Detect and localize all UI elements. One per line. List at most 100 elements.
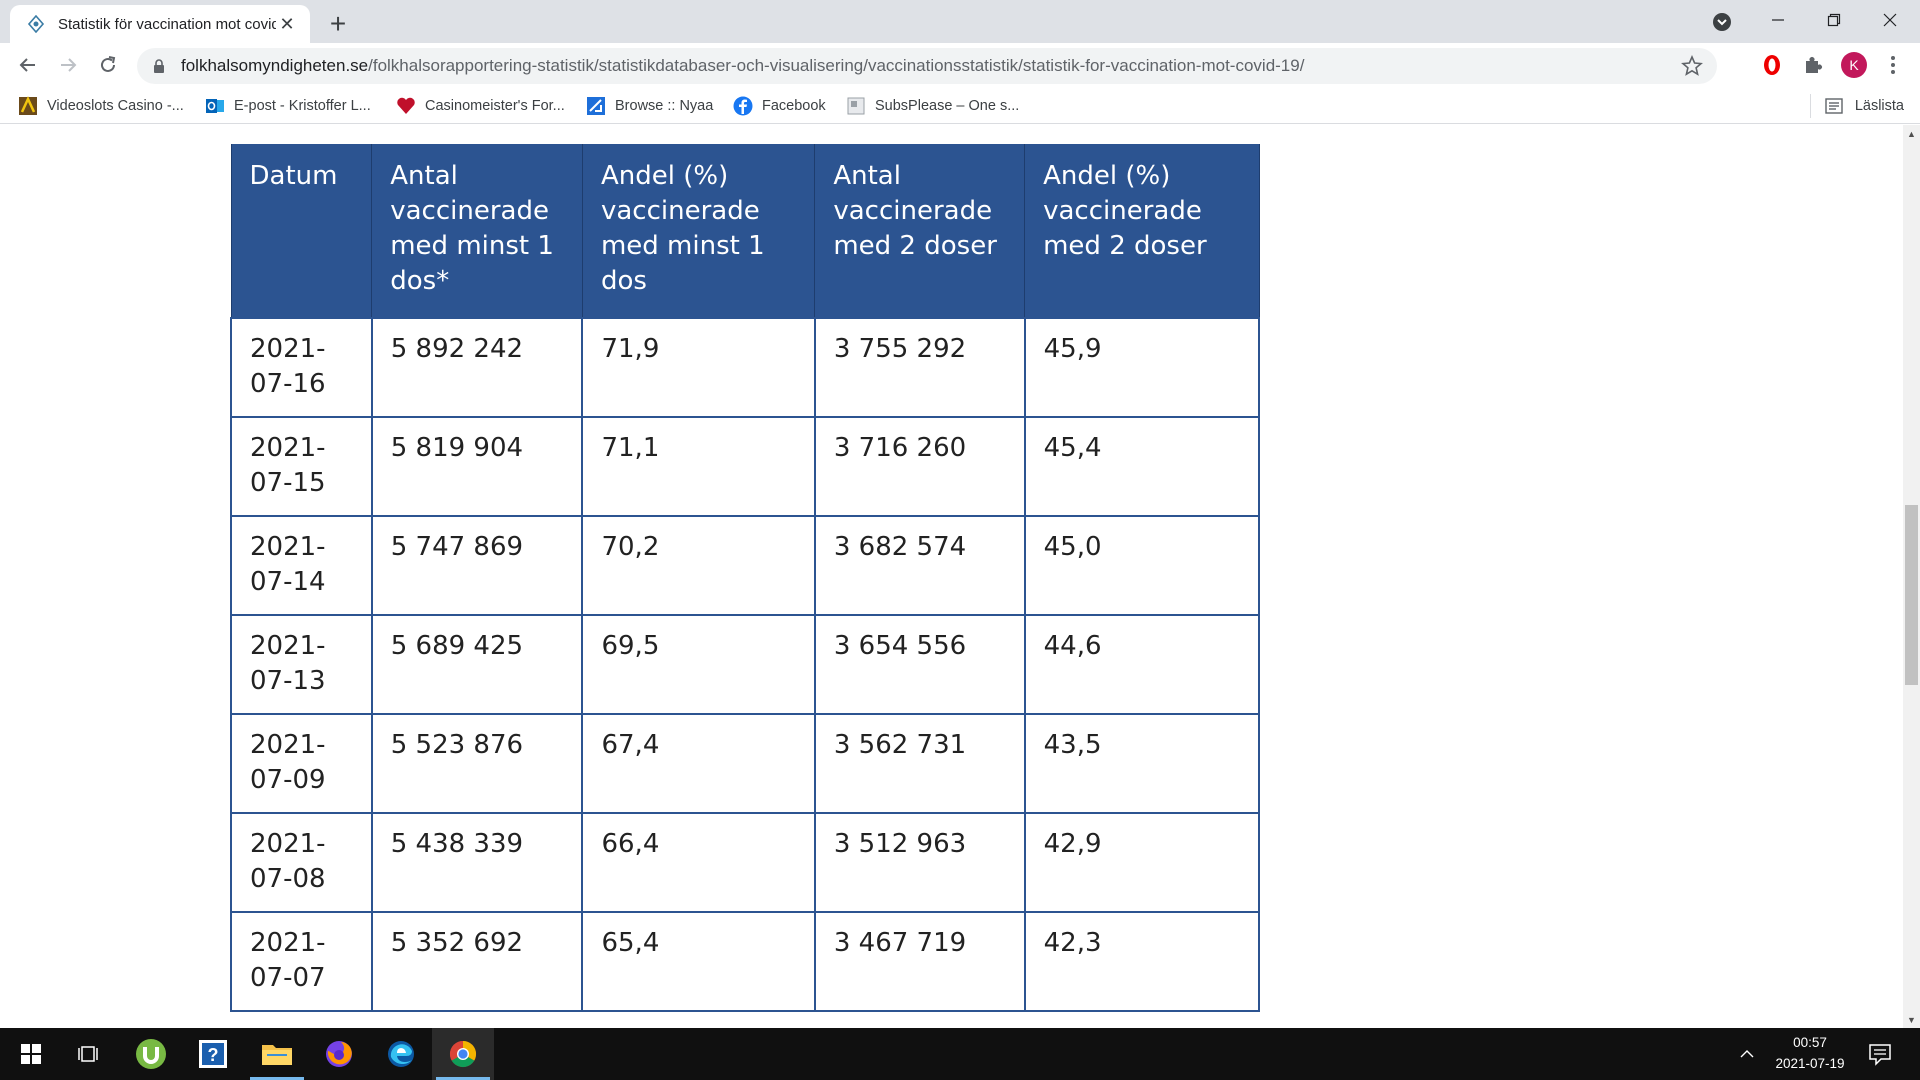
profile-avatar[interactable]: K — [1841, 52, 1867, 78]
back-icon[interactable] — [12, 49, 44, 81]
cell-andel-2-doser: 45,0 — [1023, 515, 1261, 616]
reading-list-button[interactable]: Läslista — [1809, 94, 1904, 118]
cell-datum: 2021-07-08 — [230, 812, 373, 913]
utorrent-icon — [136, 1039, 166, 1069]
bookmark-item[interactable]: Facebook — [733, 94, 826, 118]
cell-datum: 2021-07-15 — [230, 416, 373, 517]
cell-antal-minst-1-dos: 5 892 242 — [370, 317, 584, 418]
column-header-antal-minst-1-dos: Antal vaccinerade med minst 1 dos* — [371, 144, 583, 318]
bookmark-item[interactable]: Browse :: Nyaa — [586, 94, 713, 118]
column-header-andel-minst-1-dos: Andel (%) vaccinerade med minst 1 dos — [581, 144, 816, 318]
folder-icon — [262, 1045, 292, 1065]
new-tab-button[interactable]: + — [329, 8, 347, 39]
page-scrollbar[interactable]: ▲ ▼ — [1903, 125, 1920, 1028]
cell-andel-2-doser: 45,4 — [1023, 416, 1261, 517]
easyeda-taskbar-button[interactable]: ? — [182, 1028, 244, 1080]
bookmarks-bar: Videoslots Casino -... E-post - Kristoff… — [0, 88, 1920, 124]
cell-andel-minst-1-dos: 71,1 — [581, 416, 816, 517]
clock-date: 2021-07-19 — [1775, 1056, 1845, 1071]
cell-datum: 2021-07-13 — [230, 614, 373, 715]
action-center-icon[interactable] — [1866, 1040, 1894, 1068]
cell-andel-2-doser: 42,9 — [1023, 812, 1261, 913]
cell-andel-2-doser: 44,6 — [1023, 614, 1261, 715]
cell-antal-2-doser: 3 467 719 — [813, 911, 1026, 1012]
table-row: 2021-07-08 5 438 339 66,4 3 512 963 42,9 — [230, 812, 1261, 913]
cell-andel-minst-1-dos: 66,4 — [581, 812, 816, 913]
column-header-antal-2-doser: Antal vaccinerade med 2 doser — [814, 144, 1026, 318]
browser-tab[interactable]: Statistik för vaccination mot covid ✕ — [10, 5, 310, 43]
table-row: 2021-07-13 5 689 425 69,5 3 654 556 44,6 — [230, 614, 1261, 715]
table-header-row: Datum Antal vaccinerade med minst 1 dos*… — [230, 144, 1260, 318]
bookmark-item[interactable]: E-post - Kristoffer L... — [205, 94, 371, 118]
reading-list-icon — [1825, 97, 1843, 115]
cell-andel-minst-1-dos: 70,2 — [581, 515, 816, 616]
cell-antal-2-doser: 3 755 292 — [813, 317, 1026, 418]
cell-andel-minst-1-dos: 65,4 — [581, 911, 816, 1012]
tray-chevron-up-icon[interactable] — [1735, 1042, 1759, 1066]
cell-antal-2-doser: 3 716 260 — [813, 416, 1026, 517]
nyaa-icon — [586, 96, 606, 116]
table-row: 2021-07-09 5 523 876 67,4 3 562 731 43,5 — [230, 713, 1261, 814]
cell-andel-minst-1-dos: 67,4 — [581, 713, 816, 814]
cell-antal-minst-1-dos: 5 523 876 — [370, 713, 584, 814]
videoslots-icon — [18, 96, 38, 116]
close-window-icon[interactable] — [1862, 0, 1918, 40]
taskbar-clock[interactable]: 00:57 2021-07-19 — [1760, 1032, 1860, 1076]
address-bar[interactable]: folkhalsomyndigheten.se/folkhalsorapport… — [137, 48, 1717, 84]
forward-icon[interactable] — [52, 49, 84, 81]
reload-icon[interactable] — [92, 49, 124, 81]
lock-icon[interactable] — [151, 58, 167, 74]
bookmark-item[interactable]: Videoslots Casino -... — [18, 94, 184, 118]
cell-datum: 2021-07-16 — [230, 317, 373, 418]
bookmark-star-icon[interactable] — [1681, 54, 1703, 77]
cell-antal-minst-1-dos: 5 819 904 — [370, 416, 584, 517]
restore-icon[interactable] — [1806, 0, 1862, 40]
edge-icon — [388, 1041, 414, 1067]
cell-antal-minst-1-dos: 5 438 339 — [370, 812, 584, 913]
cell-antal-2-doser: 3 562 731 — [813, 713, 1026, 814]
task-view-icon — [78, 1046, 98, 1062]
svg-text:?: ? — [208, 1045, 219, 1065]
table-row: 2021-07-16 5 892 242 71,9 3 755 292 45,9 — [230, 317, 1261, 418]
table-row: 2021-07-07 5 352 692 65,4 3 467 719 42,3 — [230, 911, 1261, 1012]
url-text: folkhalsomyndigheten.se/folkhalsorapport… — [181, 56, 1305, 75]
task-view-button[interactable] — [58, 1028, 120, 1080]
firefox-icon — [326, 1041, 352, 1067]
start-button[interactable] — [0, 1028, 62, 1080]
bookmark-item[interactable]: Casinomeister's For... — [396, 94, 565, 118]
chrome-icon — [449, 1040, 477, 1068]
site-favicon-icon — [26, 14, 46, 34]
scrollbar-thumb[interactable] — [1905, 505, 1918, 685]
column-header-andel-2-doser: Andel (%) vaccinerade med 2 doser — [1024, 144, 1260, 318]
windows-taskbar: ? 00:57 2021-07-19 — [0, 1028, 1920, 1080]
tab-title: Statistik för vaccination mot covid — [58, 15, 276, 33]
tab-strip: Statistik för vaccination mot covid ✕ + — [0, 0, 1920, 43]
active-indicator — [436, 1077, 490, 1080]
cell-andel-minst-1-dos: 69,5 — [581, 614, 816, 715]
chrome-taskbar-button[interactable] — [432, 1028, 494, 1080]
cell-andel-2-doser: 43,5 — [1023, 713, 1261, 814]
minimize-icon[interactable] — [1750, 0, 1806, 40]
cell-antal-minst-1-dos: 5 689 425 — [370, 614, 584, 715]
clock-time: 00:57 — [1793, 1035, 1827, 1050]
cell-antal-2-doser: 3 512 963 — [813, 812, 1026, 913]
edge-taskbar-button[interactable] — [370, 1028, 432, 1080]
cell-datum: 2021-07-07 — [230, 911, 373, 1012]
file-explorer-taskbar-button[interactable] — [246, 1028, 308, 1080]
scroll-down-arrow-icon[interactable]: ▼ — [1907, 1014, 1916, 1025]
tab-close-icon[interactable]: ✕ — [279, 13, 295, 34]
page-viewport: Datum Antal vaccinerade med minst 1 dos*… — [0, 125, 1903, 1028]
scroll-up-arrow-icon[interactable]: ▲ — [1907, 128, 1916, 139]
browser-toolbar: folkhalsomyndigheten.se/folkhalsorapport… — [0, 43, 1920, 88]
active-indicator — [250, 1077, 304, 1080]
subsplease-icon — [846, 96, 866, 116]
cell-datum: 2021-07-14 — [230, 515, 373, 616]
utorrent-taskbar-button[interactable] — [120, 1028, 182, 1080]
chrome-menu-icon[interactable] — [1882, 52, 1904, 78]
tab-search-icon[interactable] — [1710, 10, 1734, 34]
firefox-taskbar-button[interactable] — [308, 1028, 370, 1080]
opera-extension-icon[interactable] — [1759, 52, 1785, 78]
extensions-puzzle-icon[interactable] — [1800, 52, 1826, 78]
bookmark-item[interactable]: SubsPlease – One s... — [846, 94, 1019, 118]
vaccination-stats-table: Datum Antal vaccinerade med minst 1 dos*… — [230, 144, 1261, 1012]
